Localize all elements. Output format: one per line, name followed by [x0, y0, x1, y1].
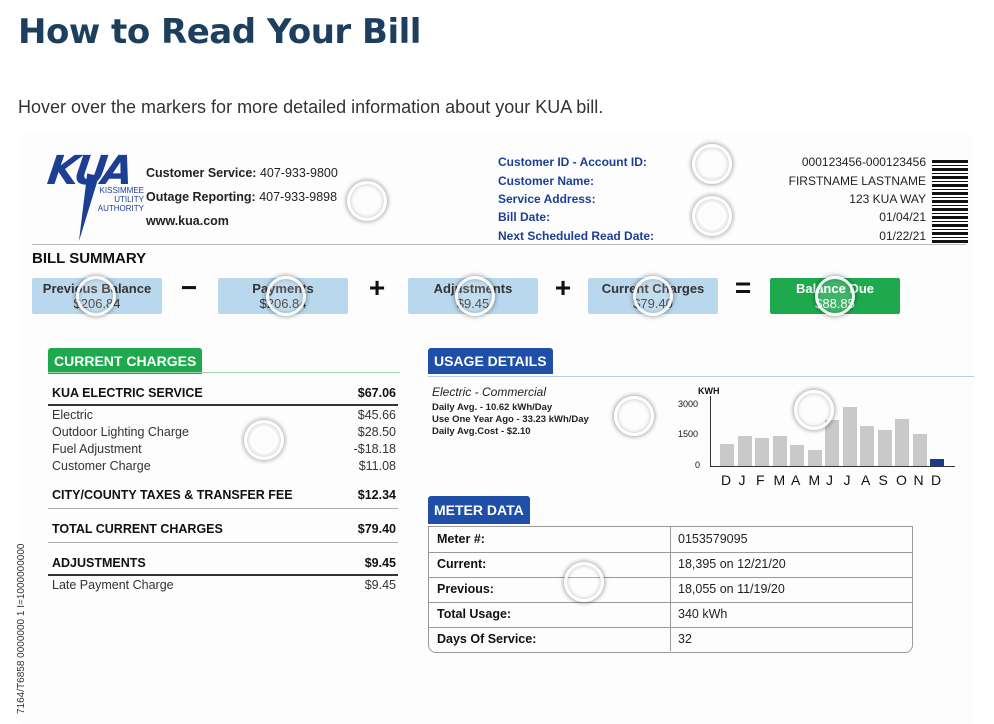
next-read-date-value: 01/22/21: [879, 229, 926, 243]
usage-underline: [428, 376, 974, 377]
account-id-value: 000123456-000123456: [801, 155, 926, 169]
equals-operator: =: [734, 272, 752, 303]
marker-balance-due[interactable]: [815, 276, 855, 316]
month-label: A: [791, 472, 801, 488]
bill-date-value: 01/04/21: [879, 210, 926, 224]
bill-summary-title: BILL SUMMARY: [32, 250, 147, 267]
service-address-value: 123 KUA WAY: [849, 192, 926, 206]
divider: [48, 508, 398, 509]
month-label: M: [808, 472, 821, 488]
y-tick-1500: 1500: [678, 429, 699, 439]
next-read-date-label: Next Scheduled Read Date:: [498, 229, 655, 243]
marker-usage-chart[interactable]: [794, 390, 834, 430]
service-address-label: Service Address:: [498, 192, 596, 206]
month-label: J: [826, 472, 833, 488]
chart-bar: [842, 407, 857, 466]
chart-bar: [807, 450, 822, 466]
minus-operator: −: [180, 272, 198, 303]
taxes-row: CITY/COUNTY TAXES & TRANSFER FEE $12.34: [52, 488, 396, 502]
marker-meter-data[interactable]: [564, 562, 604, 602]
usage-daily-cost: Daily Avg.Cost - $2.10: [432, 426, 531, 437]
header-divider: [32, 244, 966, 245]
chart-bar: [895, 419, 909, 466]
usage-daily-avg: Daily Avg. - 10.62 kWh/Day: [432, 402, 553, 413]
chart-bar: [720, 444, 734, 466]
chart-unit-label: KWH: [698, 386, 720, 396]
customer-name-value: FIRSTNAME LASTNAME: [788, 174, 926, 188]
usage-chart: [720, 406, 952, 466]
meter-data-table: Meter #: 0153579095 Current: 18,395 on 12/…: [428, 526, 913, 653]
chart-bar: [772, 436, 787, 466]
plus-operator-1: +: [368, 272, 386, 303]
month-label: J: [738, 472, 746, 488]
total-current-charges-row: TOTAL CURRENT CHARGES $79.40: [52, 522, 396, 536]
usage-details-tab: USAGE DETAILS: [428, 348, 553, 374]
month-label: N: [913, 472, 924, 488]
charge-row-outdoor-lighting: Outdoor Lighting Charge $28.50: [52, 425, 396, 439]
charge-row-fuel-adjustment: Fuel Adjustment -$18.18: [52, 442, 396, 456]
customer-service-line: Customer Service: 407-933-9800: [146, 166, 338, 180]
chart-bar: [912, 434, 927, 466]
month-label: F: [756, 472, 765, 488]
customer-name-label: Customer Name:: [498, 174, 595, 188]
month-label: M: [773, 472, 786, 488]
chart-bar: [790, 445, 804, 466]
late-payment-row: Late Payment Charge $9.45: [52, 578, 396, 592]
chart-bar: [930, 459, 944, 466]
current-charges-tab: CURRENT CHARGES: [48, 348, 203, 374]
marker-account-id[interactable]: [692, 144, 732, 184]
month-label: J: [843, 472, 851, 488]
meter-data-tab: METER DATA: [428, 496, 530, 524]
intro-text: Hover over the markers for more detailed…: [18, 97, 604, 117]
month-label: A: [861, 472, 871, 488]
marker-payments[interactable]: [266, 276, 306, 316]
y-tick-3000: 3000: [678, 399, 699, 409]
month-label: S: [878, 472, 888, 488]
marker-charge-details[interactable]: [244, 420, 284, 460]
divider: [48, 542, 398, 543]
month-label: D: [931, 472, 942, 488]
chart-bar: [737, 436, 752, 466]
electric-service-row: KUA ELECTRIC SERVICE $67.06: [52, 386, 396, 400]
meter-row: Total Usage: 340 kWh: [429, 602, 912, 628]
month-label: O: [896, 472, 907, 488]
meter-column-divider: [670, 526, 671, 651]
charge-row-customer-charge: Customer Charge $11.08: [52, 459, 396, 473]
plus-operator-2: +: [554, 272, 572, 303]
marker-previous-balance[interactable]: [76, 276, 116, 316]
marker-current-charges[interactable]: [633, 276, 673, 316]
bill-image: KUA KISSIMMEE UTILITY AUTHORITY Customer…: [16, 134, 974, 724]
marker-adjustments[interactable]: [455, 276, 495, 316]
barcode: [932, 160, 968, 244]
y-tick-0: 0: [695, 460, 701, 470]
chart-bar: [860, 426, 874, 466]
outage-line: Outage Reporting: 407-933-9898: [146, 190, 338, 204]
marker-usage-details[interactable]: [614, 396, 654, 436]
bill-date-label: Bill Date:: [498, 210, 551, 224]
chart-x-axis: [710, 466, 955, 467]
divider: [48, 574, 398, 576]
logo-subtitle: KISSIMMEE UTILITY AUTHORITY: [97, 186, 144, 213]
side-code: 7164/T6858 0000000 1 I=1000000000: [16, 543, 27, 714]
month-label: D: [721, 472, 732, 488]
marker-contact-info[interactable]: [347, 181, 387, 221]
chart-y-axis: [710, 396, 711, 466]
account-id-label: Customer ID - Account ID:: [498, 155, 647, 169]
charge-row-electric: Electric $45.66: [52, 408, 396, 422]
website: www.kua.com: [146, 214, 229, 228]
chart-bar: [755, 438, 769, 466]
chart-bar: [877, 430, 892, 466]
marker-bill-date[interactable]: [692, 196, 732, 236]
current-charges-underline: [48, 372, 400, 373]
meter-row: Days Of Service: 32: [437, 632, 692, 646]
usage-type: Electric - Commercial: [432, 385, 547, 399]
adjustments-row: ADJUSTMENTS $9.45: [52, 556, 396, 570]
divider: [48, 404, 398, 406]
chart-bar: [825, 420, 839, 466]
page-title: How to Read Your Bill: [18, 12, 421, 52]
usage-year-ago: Use One Year Ago - 33.23 kWh/Day: [432, 414, 589, 425]
